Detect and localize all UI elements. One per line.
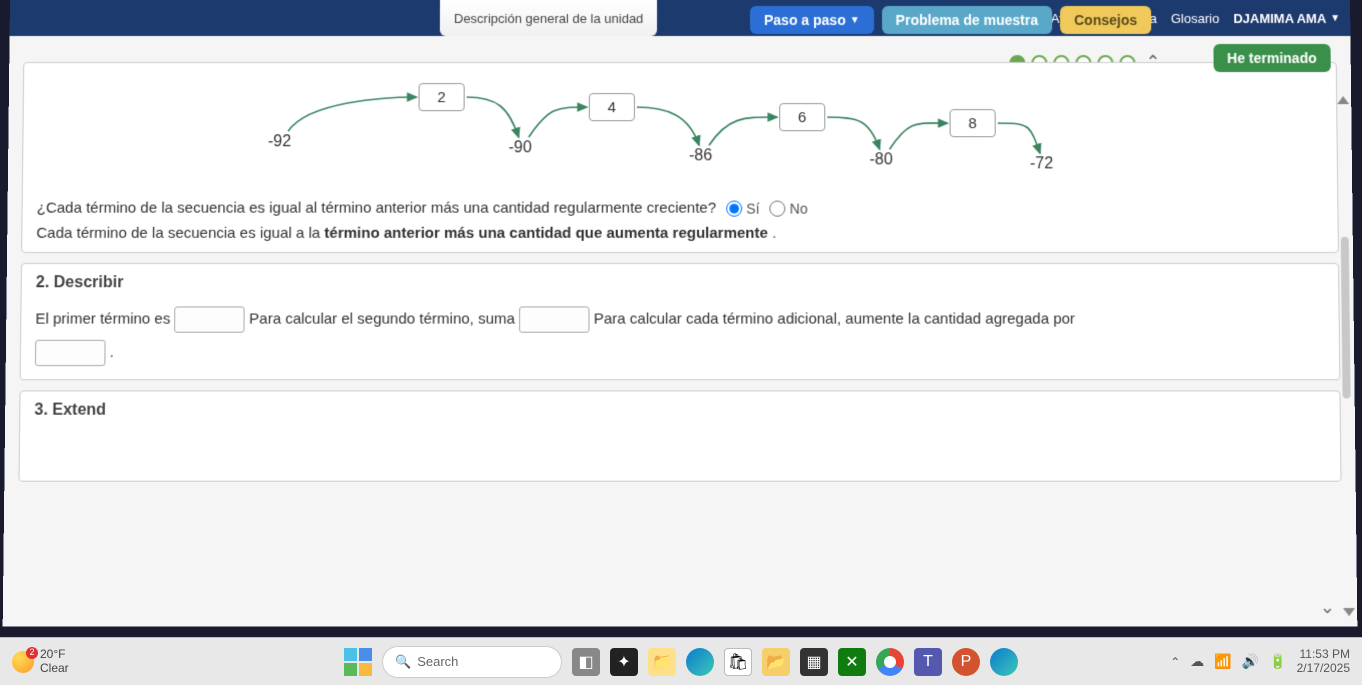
statement-pre: Cada término de la secuencia es igual a …: [36, 225, 324, 242]
panel-sequence: -92 -90 -86 -80 -72 2 4 6 8 ¿Cada término de la …: [21, 62, 1339, 253]
sequence-term: -86: [689, 147, 712, 165]
expand-down-icon[interactable]: ⌄: [1320, 597, 1335, 618]
radio-no-input[interactable]: [770, 200, 786, 216]
weather-cond: Clear: [40, 662, 69, 675]
powerpoint-icon[interactable]: P: [952, 648, 980, 676]
teams-icon[interactable]: T: [914, 648, 942, 676]
sequence-term: -72: [1030, 155, 1053, 173]
caret-down-icon: ▼: [1330, 12, 1340, 23]
text-frag: Para calcular cada término adicional, au…: [594, 310, 1075, 327]
battery-icon[interactable]: 🔋: [1269, 653, 1286, 670]
content-area: -92 -90 -86 -80 -72 2 4 6 8 ¿Cada término de la …: [3, 36, 1358, 626]
scroll-up-icon[interactable]: [1337, 96, 1349, 104]
scrollbar[interactable]: [1341, 237, 1351, 399]
edge-icon-2[interactable]: [990, 648, 1018, 676]
copilot-icon[interactable]: ✦: [610, 648, 638, 676]
text-frag: .: [110, 344, 114, 361]
section-3-title: 3. Extend: [34, 402, 1325, 420]
sequence-term: -90: [509, 139, 532, 157]
radio-yes-input[interactable]: [726, 200, 742, 216]
sample-problem-button[interactable]: Problema de muestra: [882, 6, 1053, 34]
explorer-icon[interactable]: 📁: [648, 648, 676, 676]
statement-post: .: [768, 225, 776, 242]
radio-no[interactable]: No: [770, 200, 808, 216]
taskbar-center: 🔍 Search ◧ ✦ 📁 🛍 📂 ▦ ✕ T P: [344, 646, 1018, 678]
taskbar-search[interactable]: 🔍 Search: [382, 646, 562, 678]
radio-no-label: No: [790, 200, 808, 216]
weather-temp: 20°F: [40, 648, 69, 661]
radio-yes-label: Sí: [746, 200, 759, 216]
difference-box: 4: [589, 93, 635, 121]
difference-box: 6: [779, 103, 825, 131]
volume-icon[interactable]: 🔊: [1242, 653, 1259, 670]
chrome-icon[interactable]: [876, 648, 904, 676]
sequence-diagram: -92 -90 -86 -80 -72 2 4 6 8: [37, 73, 1323, 193]
statement-bold: término anterior más una cantidad que au…: [324, 225, 768, 242]
clock-time: 11:53 PM: [1297, 648, 1350, 661]
sequence-term: -92: [268, 133, 291, 151]
weather-widget[interactable]: 20°F Clear: [12, 648, 69, 674]
system-tray: ⌃ ☁ 📶 🔊 🔋 11:53 PM 2/17/2025: [1170, 648, 1350, 674]
blank-add-amount[interactable]: [519, 306, 589, 332]
done-button[interactable]: He terminado: [1213, 44, 1331, 72]
difference-box: 2: [418, 83, 464, 111]
tray-overflow-icon[interactable]: ⌃: [1170, 655, 1180, 669]
action-buttons: Paso a paso ▼ Problema de muestra Consej…: [750, 6, 1151, 34]
user-name: DJAMIMA AMA: [1233, 10, 1326, 25]
onedrive-icon[interactable]: ☁: [1190, 653, 1204, 670]
user-menu[interactable]: DJAMIMA AMA ▼: [1233, 10, 1340, 25]
glossary-link[interactable]: Glosario: [1171, 10, 1220, 25]
section-2-title: 2. Describir: [36, 274, 1325, 292]
panel-extend: 3. Extend: [18, 390, 1341, 481]
weather-icon: [12, 651, 34, 673]
caret-down-icon: ▼: [850, 14, 860, 25]
tab-unit-overview[interactable]: Descripción general de la unidad: [440, 0, 658, 36]
search-placeholder: Search: [417, 654, 458, 669]
statement-text: Cada término de la secuencia es igual a …: [36, 225, 1323, 242]
app-icon[interactable]: ▦: [800, 648, 828, 676]
xbox-icon[interactable]: ✕: [838, 648, 866, 676]
sequence-term: -80: [869, 151, 892, 169]
radio-yes[interactable]: Sí: [726, 200, 759, 216]
folder-icon[interactable]: 📂: [762, 648, 790, 676]
difference-box: 8: [950, 109, 996, 137]
search-icon: 🔍: [395, 654, 411, 670]
start-button[interactable]: [344, 648, 372, 676]
blank-increment[interactable]: [35, 340, 106, 366]
store-icon[interactable]: 🛍: [724, 648, 752, 676]
blank-first-term[interactable]: [174, 306, 245, 332]
taskbar: 20°F Clear 🔍 Search ◧ ✦ 📁 🛍 📂 ▦ ✕ T P ⌃ …: [0, 637, 1362, 685]
step-by-step-button[interactable]: Paso a paso ▼: [750, 6, 874, 34]
wifi-icon[interactable]: 📶: [1214, 653, 1231, 670]
clock-date: 2/17/2025: [1297, 662, 1350, 675]
question-row: ¿Cada término de la secuencia es igual a…: [37, 200, 1324, 217]
question-text: ¿Cada término de la secuencia es igual a…: [37, 200, 717, 217]
describe-sentence: El primer término es Para calcular el se…: [35, 302, 1325, 369]
tips-button[interactable]: Consejos: [1060, 6, 1151, 34]
task-view-icon[interactable]: ◧: [572, 648, 600, 676]
clock[interactable]: 11:53 PM 2/17/2025: [1297, 648, 1350, 674]
edge-icon[interactable]: [686, 648, 714, 676]
text-frag: El primer término es: [35, 310, 174, 327]
scroll-down-icon[interactable]: [1343, 608, 1355, 616]
step-label: Paso a paso: [764, 12, 846, 28]
panel-describe: 2. Describir El primer término es Para c…: [20, 263, 1341, 380]
text-frag: Para calcular el segundo término, suma: [249, 310, 519, 327]
